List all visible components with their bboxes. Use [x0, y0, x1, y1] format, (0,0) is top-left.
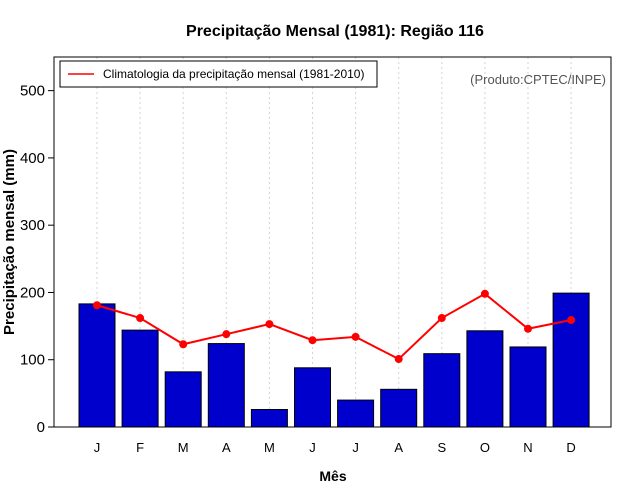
product-credit: (Produto:CPTEC/INPE): [470, 72, 606, 87]
x-tick-label: A: [222, 440, 231, 455]
y-tick-label: 500: [20, 83, 45, 100]
climatology-point: [179, 340, 188, 349]
climatology-point: [265, 320, 274, 329]
precip-bar: [423, 353, 461, 428]
legend-entry: Climatologia da precipitação mensal (198…: [103, 67, 364, 81]
climatology-line: [96, 292, 572, 361]
precip-bar: [294, 367, 331, 428]
precip-bar: [380, 388, 418, 428]
x-axis-label: Mês: [319, 468, 346, 484]
climatology-point: [222, 330, 231, 339]
climatology-point: [93, 301, 101, 310]
precip-bar: [78, 303, 116, 428]
precip-bar: [552, 292, 590, 428]
precip-bar: [337, 399, 375, 428]
y-tick-label: 400: [20, 150, 45, 167]
climatology-point: [351, 332, 360, 341]
legend-box: [59, 60, 378, 88]
climatology-point: [308, 336, 317, 345]
x-tick-label: M: [264, 440, 275, 455]
x-tick-label: J: [352, 440, 359, 455]
x-tick-label: N: [523, 440, 532, 455]
precip-bar: [121, 329, 159, 428]
x-tick-label: F: [136, 440, 144, 455]
precip-bar: [164, 371, 202, 428]
climatology-point: [437, 314, 446, 323]
y-tick-label: 200: [20, 284, 45, 301]
chart-title: Precipitação Mensal (1981): Região 116: [186, 23, 484, 40]
bar-series: [78, 292, 590, 428]
y-tick-label: 100: [20, 352, 45, 369]
x-tick-label: J: [94, 440, 101, 455]
y-axis: 0 100 200 300 400 500: [20, 83, 55, 436]
x-tick-label: O: [480, 440, 490, 455]
x-tick-label: D: [566, 440, 575, 455]
climatology-series: [93, 289, 576, 364]
x-tick-label: M: [178, 440, 189, 455]
x-tick-label: J: [309, 440, 316, 455]
legend: Climatologia da precipitação mensal (198…: [59, 60, 378, 88]
y-tick-label: 0: [37, 419, 45, 436]
x-tick-label: A: [394, 440, 403, 455]
precip-bar: [250, 409, 288, 428]
climatology-point: [567, 316, 576, 325]
y-axis-label: Precipitação mensal (mm): [1, 149, 18, 335]
precip-bar: [509, 346, 547, 428]
climatology-point: [394, 355, 403, 364]
climatology-point: [480, 289, 489, 298]
y-tick-label: 300: [20, 217, 45, 234]
grid-lines: [96, 57, 572, 427]
climatology-point: [136, 314, 145, 323]
x-tick-label: S: [437, 440, 446, 455]
precip-bar: [466, 330, 504, 428]
climatology-point: [524, 324, 532, 333]
precip-bar: [207, 343, 245, 428]
